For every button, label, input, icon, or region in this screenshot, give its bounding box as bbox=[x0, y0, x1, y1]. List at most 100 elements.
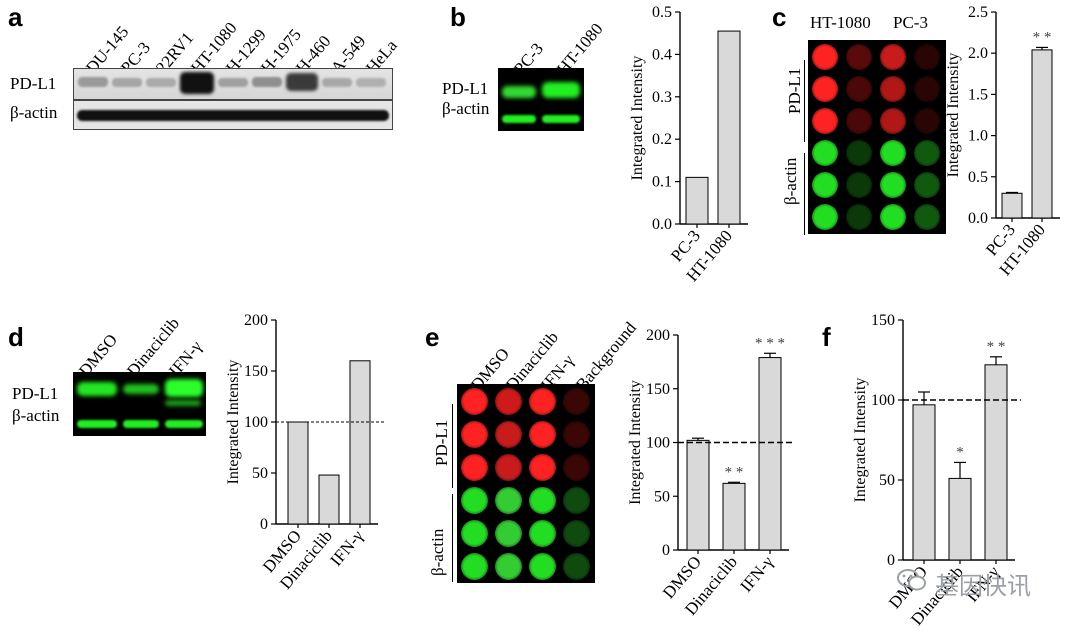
blot-dot bbox=[880, 172, 906, 198]
panel-b-row-label-actin: β-actin bbox=[442, 99, 490, 118]
y-tick-label: 200 bbox=[646, 327, 670, 344]
y-axis-title: Integrated Intensity bbox=[629, 56, 646, 181]
blot-dot bbox=[529, 553, 556, 580]
panel-c-col-label: HT-1080 bbox=[810, 13, 871, 32]
blot-dot bbox=[495, 454, 522, 481]
blot-dot bbox=[563, 421, 590, 448]
x-tick-label: IFN-γ bbox=[326, 526, 367, 570]
blot-dot bbox=[563, 553, 590, 580]
bar bbox=[984, 364, 1008, 561]
bar bbox=[948, 477, 972, 561]
bar bbox=[287, 421, 309, 525]
y-tick-label: 0.5 bbox=[652, 4, 672, 21]
blot-dot bbox=[846, 204, 872, 230]
blot-dot bbox=[914, 44, 940, 70]
blot-dot bbox=[529, 454, 556, 481]
bar bbox=[722, 482, 746, 551]
y-tick-label: 100 bbox=[646, 435, 670, 452]
blot-dot bbox=[461, 520, 488, 547]
significance-stars: * * bbox=[987, 339, 1006, 355]
y-tick-label: 50 bbox=[252, 465, 268, 482]
panel-c-dot-blot-array bbox=[808, 40, 946, 234]
blot-dot bbox=[846, 76, 872, 102]
y-tick-label: 150 bbox=[871, 312, 895, 329]
blot-dot bbox=[914, 140, 940, 166]
blot-dot bbox=[563, 520, 590, 547]
y-axis-title: Integrated Intensity bbox=[945, 53, 962, 178]
blot-dot bbox=[812, 204, 838, 230]
bar bbox=[1031, 49, 1053, 219]
blot-dot bbox=[461, 487, 488, 514]
panel-letter-c: c bbox=[772, 2, 787, 32]
panel-letter-d: d bbox=[8, 322, 24, 352]
panel-c-row-bracket bbox=[804, 153, 805, 235]
panel-a-western-blot-pdl1 bbox=[73, 68, 393, 100]
blot-dot bbox=[880, 204, 906, 230]
significance-stars: * * bbox=[1033, 29, 1052, 45]
y-tick-label: 100 bbox=[244, 414, 268, 431]
panel-d-fluorescent-blot bbox=[73, 372, 206, 436]
blot-dot bbox=[914, 172, 940, 198]
panel-d-row-label-actin: β-actin bbox=[12, 406, 60, 425]
bar bbox=[912, 404, 936, 561]
significance-stars: * * * bbox=[755, 335, 785, 351]
y-tick-label: 100 bbox=[871, 392, 895, 409]
blot-dot bbox=[461, 454, 488, 481]
blot-dot bbox=[461, 553, 488, 580]
y-tick-label: 200 bbox=[244, 312, 268, 329]
y-axis-title: Integrated Intensity bbox=[627, 380, 644, 505]
y-tick-label: 0 bbox=[887, 552, 895, 569]
panel-d-row-label-pdl1: PD-L1 bbox=[12, 384, 59, 403]
panel-letter-a: a bbox=[8, 2, 23, 32]
panel-letter-f: f bbox=[822, 322, 831, 352]
bar bbox=[318, 474, 340, 525]
panel-letter-b: b bbox=[450, 2, 466, 32]
y-tick-label: 0.4 bbox=[652, 46, 672, 63]
y-tick-label: 0.3 bbox=[652, 89, 672, 106]
blot-dot bbox=[812, 76, 838, 102]
panel-c-row-label-pdl1: PD-L1 bbox=[785, 67, 804, 114]
y-tick-label: 50 bbox=[654, 488, 670, 505]
y-tick-label: 0.5 bbox=[968, 169, 988, 186]
watermark-text: 基因快讯 bbox=[935, 572, 1031, 600]
y-tick-label: 150 bbox=[646, 381, 670, 398]
blot-dot bbox=[495, 520, 522, 547]
y-tick-label: 150 bbox=[244, 363, 268, 380]
blot-dot bbox=[812, 44, 838, 70]
panel-e-row-bracket bbox=[452, 404, 453, 488]
y-tick-label: 0 bbox=[662, 542, 670, 559]
blot-dot bbox=[880, 108, 906, 134]
blot-dot bbox=[461, 388, 488, 415]
y-tick-label: 2.0 bbox=[968, 45, 988, 62]
y-tick-label: 0 bbox=[260, 516, 268, 533]
y-tick-label: 0.1 bbox=[652, 174, 672, 191]
panel-e-row-bracket bbox=[452, 494, 453, 582]
y-axis-title: Integrated Intensity bbox=[225, 360, 242, 485]
bar bbox=[758, 357, 782, 551]
blot-dot bbox=[914, 204, 940, 230]
y-tick-label: 0.2 bbox=[652, 131, 672, 148]
bar bbox=[686, 439, 710, 551]
panel-b-row-label-pdl1: PD-L1 bbox=[442, 79, 489, 98]
panel-c-row-label-actin: β-actin bbox=[781, 157, 800, 205]
y-tick-label: 1.0 bbox=[968, 128, 988, 145]
panel-c-row-bracket bbox=[804, 60, 805, 142]
blot-dot bbox=[914, 76, 940, 102]
panel-a-row-label-pdl1: PD-L1 bbox=[10, 74, 57, 93]
wechat-icon bbox=[897, 568, 927, 592]
blot-dot bbox=[461, 421, 488, 448]
blot-dot bbox=[529, 487, 556, 514]
panel-a-western-blot-actin bbox=[73, 100, 393, 130]
blot-dot bbox=[495, 553, 522, 580]
significance-stars: * bbox=[956, 444, 964, 460]
blot-dot bbox=[880, 76, 906, 102]
panel-c-col-label: PC-3 bbox=[893, 13, 928, 32]
bar bbox=[1001, 192, 1023, 219]
blot-dot bbox=[529, 520, 556, 547]
y-tick-label: 50 bbox=[879, 472, 895, 489]
blot-dot bbox=[880, 140, 906, 166]
